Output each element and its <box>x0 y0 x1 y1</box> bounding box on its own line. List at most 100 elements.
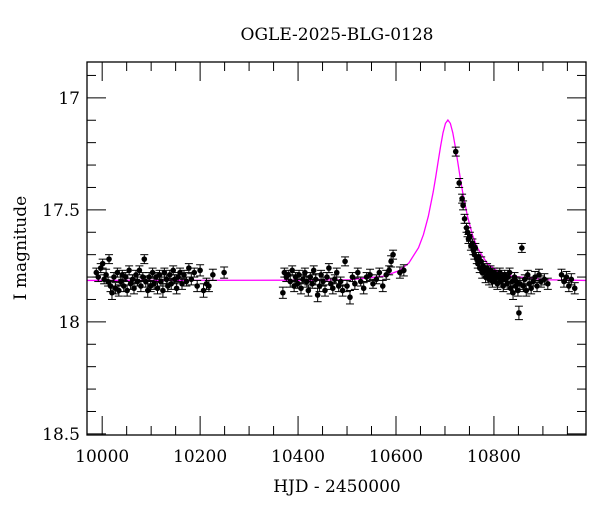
data-marker <box>136 267 143 274</box>
data-marker <box>305 287 312 294</box>
data-marker <box>309 280 316 287</box>
data-marker <box>191 269 198 276</box>
data-point <box>109 272 118 283</box>
data-point <box>300 267 309 278</box>
data-marker <box>314 292 321 298</box>
data-marker <box>379 283 386 289</box>
data-point <box>290 279 299 293</box>
data-point <box>459 200 468 211</box>
data-point <box>204 279 213 293</box>
y-tick-label: 17.5 <box>42 201 80 221</box>
data-point <box>313 287 322 303</box>
data-marker <box>342 258 348 265</box>
data-marker <box>307 274 314 280</box>
data-marker <box>461 216 468 222</box>
data-point <box>193 279 202 293</box>
data-marker <box>568 276 575 283</box>
plot-content <box>87 118 586 321</box>
data-point <box>451 146 460 157</box>
x-tick-label: 10600 <box>369 447 423 467</box>
data-marker <box>106 256 112 262</box>
data-marker <box>280 289 286 296</box>
data-marker <box>322 287 328 294</box>
data-marker <box>210 272 216 278</box>
data-marker <box>181 272 187 278</box>
data-point <box>540 273 549 286</box>
data-marker <box>138 283 144 289</box>
data-marker <box>186 265 192 271</box>
data-marker <box>99 260 106 267</box>
data-marker <box>161 269 168 276</box>
model-curve <box>87 118 586 282</box>
data-marker <box>347 294 353 301</box>
x-tick-label: 10800 <box>467 447 521 467</box>
data-point <box>399 264 408 277</box>
data-marker <box>541 276 548 283</box>
data-point <box>296 282 305 295</box>
data-point <box>304 284 313 297</box>
data-marker <box>179 280 185 287</box>
data-marker <box>459 195 465 202</box>
data-marker <box>194 283 200 289</box>
data-marker <box>545 280 551 287</box>
data-point <box>153 282 162 295</box>
data-marker <box>456 180 462 186</box>
data-point <box>324 263 333 274</box>
data-marker <box>355 269 361 276</box>
data-marker <box>289 267 295 274</box>
plot-frame <box>86 61 587 436</box>
data-marker <box>452 148 459 155</box>
data-marker <box>523 287 530 294</box>
data-marker <box>200 287 207 294</box>
data-marker <box>206 283 212 289</box>
data-point <box>389 249 398 260</box>
data-point <box>317 269 326 280</box>
data-marker <box>221 269 227 276</box>
data-marker <box>571 285 578 292</box>
data-marker <box>460 202 466 209</box>
data-point <box>455 177 464 188</box>
data-marker <box>124 287 130 294</box>
data-marker <box>339 287 346 294</box>
data-marker <box>376 269 383 276</box>
data-marker <box>114 269 121 276</box>
data-point <box>543 277 552 290</box>
data-point <box>182 276 191 287</box>
data-point <box>460 213 469 224</box>
data-marker <box>318 272 324 278</box>
data-marker <box>154 285 161 292</box>
data-marker <box>386 267 392 274</box>
x-axis-label: HJD - 2450000 <box>273 477 401 497</box>
data-point <box>155 269 164 280</box>
data-marker <box>472 245 479 251</box>
data-point <box>514 305 523 321</box>
data-marker <box>126 267 132 274</box>
data-marker <box>507 285 514 292</box>
data-point <box>378 279 387 293</box>
data-point <box>196 264 205 277</box>
y-axis-label: I magnitude <box>11 196 31 300</box>
y-tick-label: 18 <box>58 313 80 333</box>
data-marker <box>197 267 203 274</box>
data-marker <box>141 256 148 262</box>
axis-ticks: 10000 10200 10400 10600 10800 17 17.5 18 18.5 <box>42 62 586 467</box>
data-marker <box>109 289 115 296</box>
data-marker <box>302 269 308 276</box>
data-point <box>570 282 579 295</box>
data-marker <box>367 272 373 278</box>
data-marker <box>388 258 394 265</box>
data-point <box>328 282 337 295</box>
plot-area <box>87 118 586 321</box>
data-point <box>359 282 368 295</box>
data-marker <box>310 267 317 274</box>
data-point <box>309 265 318 276</box>
data-marker <box>401 267 407 274</box>
data-marker <box>330 285 336 292</box>
data-point <box>190 267 199 278</box>
data-marker <box>467 233 473 240</box>
data-marker <box>170 267 176 274</box>
data-marker <box>173 285 180 292</box>
x-tick-label: 10400 <box>271 447 325 467</box>
data-point <box>98 258 107 269</box>
